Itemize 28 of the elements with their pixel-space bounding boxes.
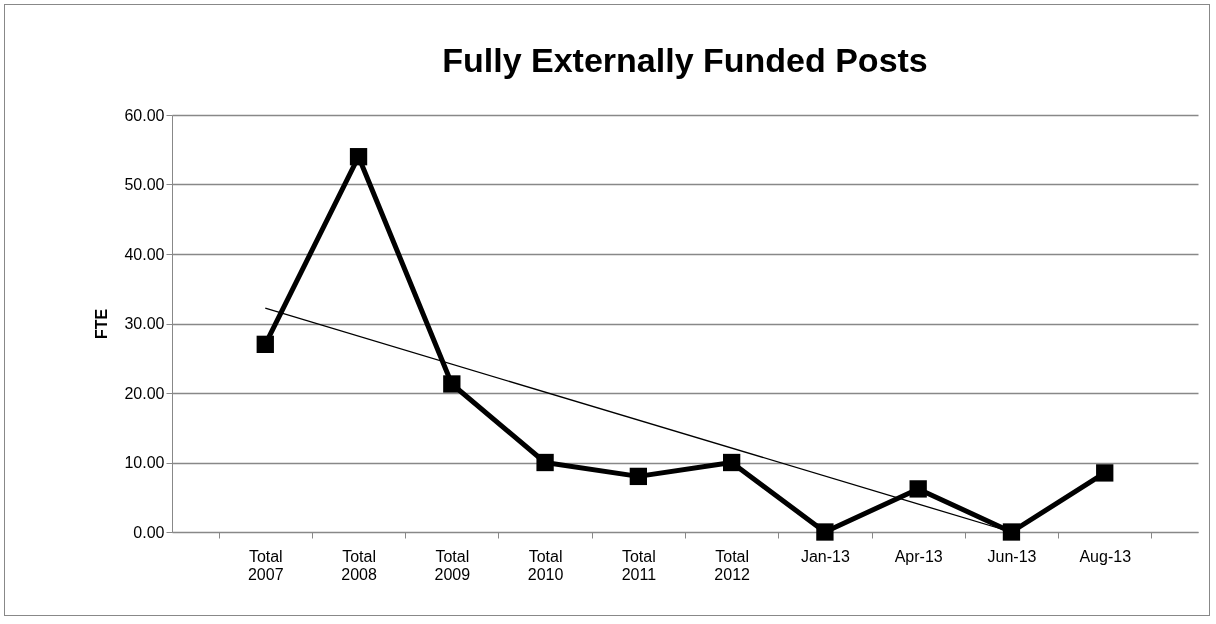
y-tick-label: 40.00 bbox=[124, 245, 165, 263]
point bbox=[1096, 464, 1114, 482]
chart-title: Fully Externally Funded Posts bbox=[442, 41, 928, 79]
x-tick-label: Total 2007 bbox=[247, 547, 284, 583]
y-tick-label: 60.00 bbox=[124, 106, 165, 124]
point bbox=[349, 148, 368, 166]
x-tick-label: Total 2011 bbox=[621, 547, 657, 583]
point bbox=[816, 523, 834, 541]
point bbox=[629, 467, 648, 486]
x-tick-label: Jun-13 bbox=[987, 547, 1037, 565]
x-tick-label: Total 2012 bbox=[714, 547, 751, 583]
y-tick-label: 20.00 bbox=[124, 384, 165, 402]
x-tick-label: Apr-13 bbox=[894, 547, 943, 565]
x-tick-label: Total 2008 bbox=[341, 547, 377, 583]
y-axis-title: FTE bbox=[93, 308, 111, 340]
point bbox=[536, 453, 554, 472]
y-tick-label: 0.00 bbox=[133, 523, 165, 541]
x-tick-label: Aug-13 bbox=[1079, 547, 1132, 565]
point bbox=[722, 453, 741, 472]
point bbox=[909, 480, 927, 498]
y-tick-label: 10.00 bbox=[124, 454, 165, 471]
y-tick-label: 50.00 bbox=[124, 176, 165, 193]
x-tick-label: Jan-13 bbox=[800, 547, 850, 565]
y-tick-label: 30.00 bbox=[124, 315, 165, 332]
point bbox=[443, 375, 461, 393]
point bbox=[256, 335, 274, 354]
x-tick-label: Total 2010 bbox=[527, 547, 564, 583]
x-tick-label: Total 2009 bbox=[434, 547, 471, 583]
